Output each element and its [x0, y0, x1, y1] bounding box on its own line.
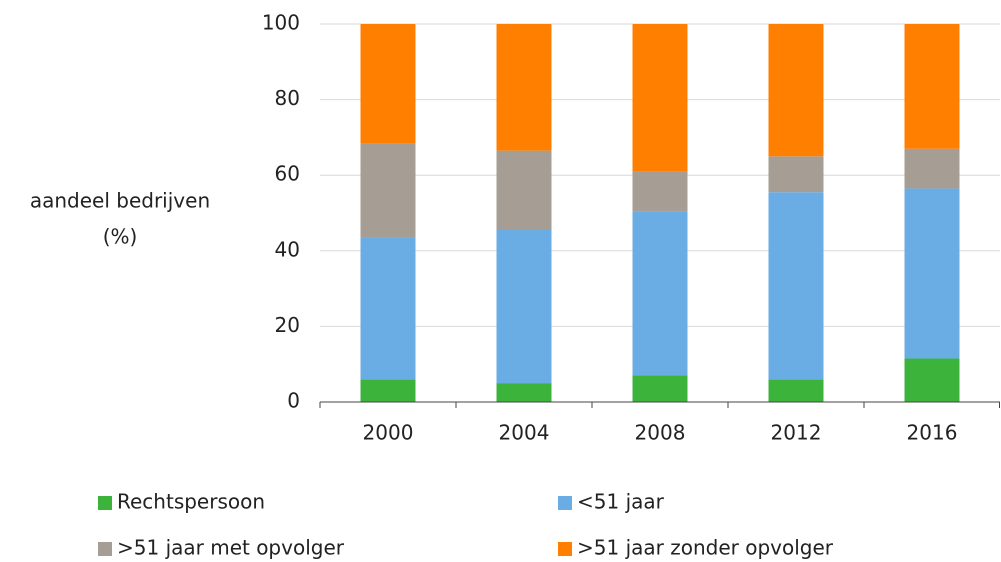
y-tick-label: 100: [262, 11, 300, 35]
bar-segment: [496, 383, 552, 402]
x-tick-label: 2004: [499, 421, 550, 445]
x-tick-label: 2008: [635, 421, 686, 445]
y-tick-label: 60: [275, 162, 300, 186]
y-tick-label: 0: [287, 389, 300, 413]
x-tick-label: 2016: [907, 421, 958, 445]
bar-segment: [496, 24, 552, 151]
y-axis-label: aandeel bedrijven: [30, 189, 210, 213]
y-tick-label: 40: [275, 237, 300, 261]
bar-segment: [904, 188, 960, 359]
legend-swatch: [558, 496, 572, 510]
legend-swatch: [98, 496, 112, 510]
legend-label: >51 jaar zonder opvolger: [577, 536, 834, 560]
bar-segment: [632, 211, 688, 376]
legend-label: Rechtspersoon: [117, 490, 265, 514]
x-tick-label: 2012: [771, 421, 822, 445]
legend-label: <51 jaar: [577, 490, 665, 514]
bar-segment: [768, 156, 824, 193]
y-tick-label: 20: [275, 313, 300, 337]
bar-segment: [360, 379, 416, 402]
bar-segment: [904, 358, 960, 402]
bar-segment: [360, 24, 416, 144]
y-tick-label: 80: [275, 86, 300, 110]
bar-segment: [496, 230, 552, 384]
bar-segment: [632, 24, 688, 172]
bar-segment: [632, 375, 688, 402]
bar-segment: [904, 24, 960, 149]
bar-segment: [360, 237, 416, 380]
bar-segment: [768, 379, 824, 402]
bar-segment: [904, 148, 960, 189]
bar-segment: [632, 171, 688, 212]
legend-swatch: [558, 542, 572, 556]
bar-segment: [768, 24, 824, 157]
x-tick-label: 2000: [363, 421, 414, 445]
y-axis-label: (%): [103, 225, 138, 249]
legend-swatch: [98, 542, 112, 556]
bar-segment: [496, 150, 552, 231]
bar-segment: [360, 143, 416, 238]
legend-label: >51 jaar met opvolger: [117, 536, 345, 560]
bar-segment: [768, 192, 824, 380]
